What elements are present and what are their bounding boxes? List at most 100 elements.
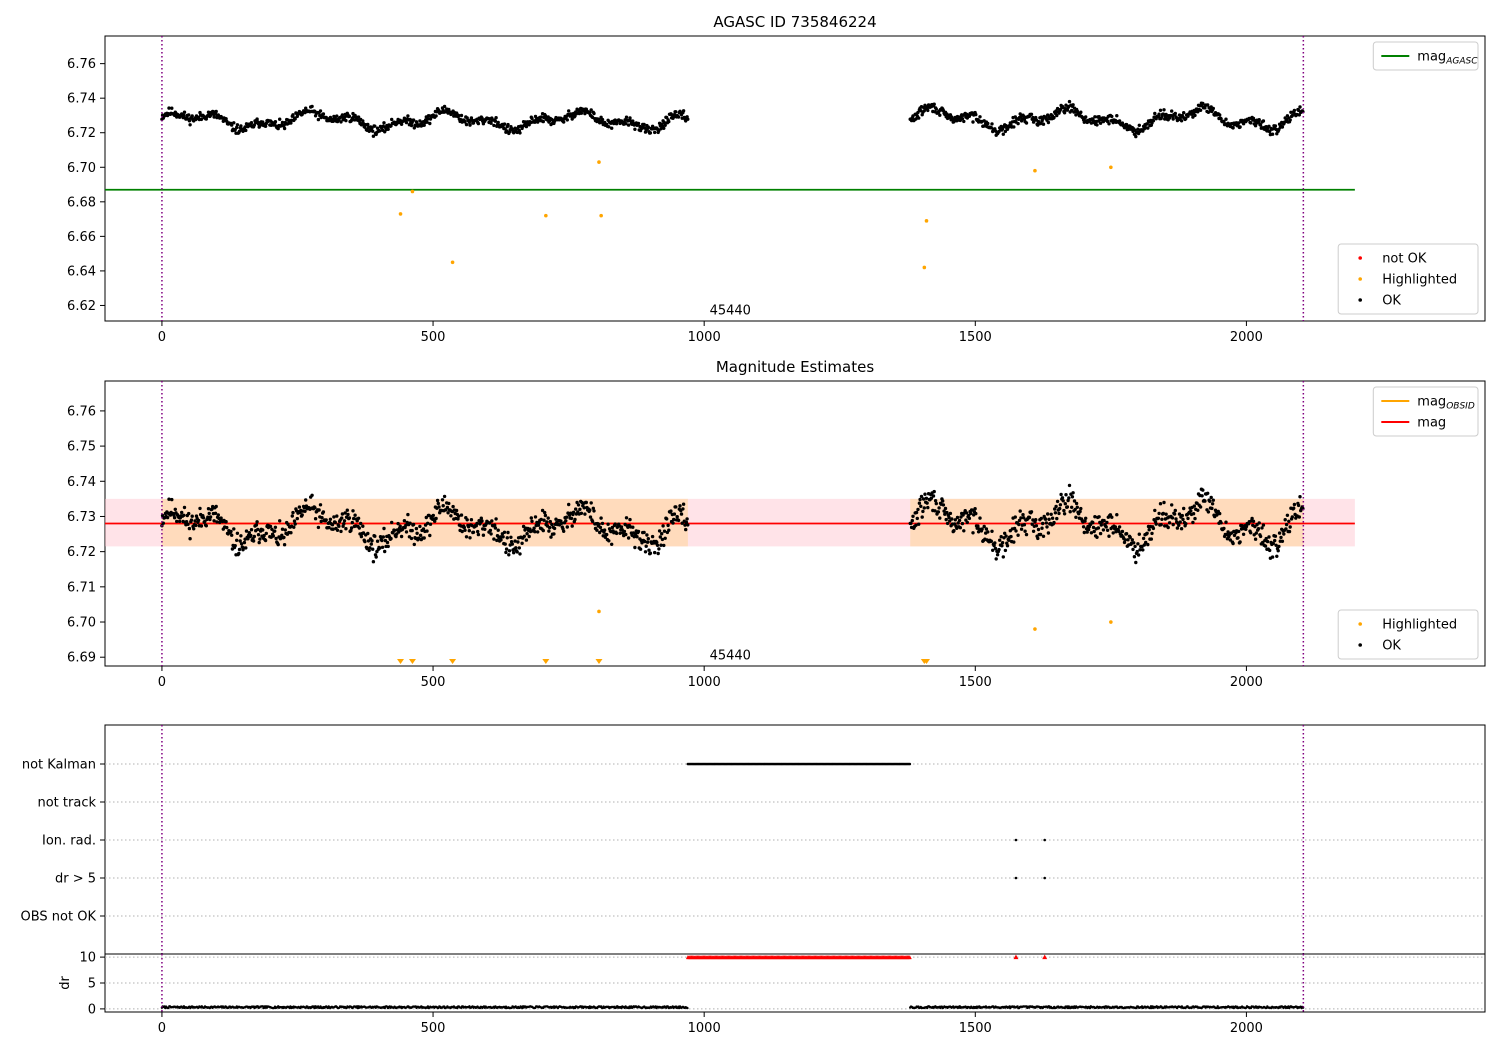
ok-point — [254, 523, 259, 527]
ok-point — [1019, 516, 1023, 520]
ok-point — [237, 129, 242, 133]
ok-point — [945, 510, 949, 515]
ok-point — [607, 539, 611, 543]
ok-point — [268, 524, 273, 529]
ok-point — [252, 534, 256, 539]
ok-point — [190, 514, 194, 518]
ok-point — [1253, 537, 1258, 541]
ok-point — [663, 123, 667, 128]
ok-point — [1029, 112, 1034, 117]
ok-point — [628, 517, 632, 522]
ok-point — [264, 121, 268, 126]
ok-point — [643, 539, 647, 544]
ok-point — [244, 529, 249, 533]
ok-points — [160, 99, 1305, 139]
ok-point — [1142, 543, 1147, 547]
ok-point — [642, 122, 646, 127]
ok-point — [541, 119, 545, 124]
magnitude-estimates-panel: Magnitude Estimates 0 500 1000 1500 2000 6.69… — [67, 358, 1486, 690]
ok-point — [662, 126, 666, 130]
ok-point — [428, 121, 432, 126]
ok-point — [273, 529, 277, 533]
ok-point — [1039, 516, 1044, 521]
ok-point — [476, 529, 480, 534]
ok-point — [276, 126, 280, 131]
ok-point — [675, 515, 679, 519]
ok-point — [242, 540, 247, 545]
ok-point — [356, 115, 361, 119]
ok-point — [1059, 492, 1063, 497]
ok-point — [965, 520, 969, 525]
ok-point — [657, 547, 661, 551]
ok-point — [356, 516, 361, 520]
ok-point — [1067, 483, 1072, 488]
ok-point — [435, 498, 440, 503]
ok-point — [476, 532, 481, 537]
ok-point — [933, 509, 937, 513]
ok-point — [350, 520, 354, 525]
flag-label: OBS not OK — [21, 910, 97, 925]
ok-point — [494, 517, 498, 521]
ok-point — [588, 515, 593, 519]
ok-point — [512, 551, 516, 555]
p1-legend-top-frame — [1372, 41, 1479, 71]
ok-point — [910, 518, 914, 523]
ok-point — [456, 517, 460, 521]
ok-point — [232, 121, 236, 125]
ok-point — [396, 521, 400, 526]
ok-point — [1060, 496, 1065, 500]
ok-point — [647, 548, 651, 552]
ok-point — [1279, 535, 1283, 540]
ok-point — [339, 120, 343, 124]
ok-point — [1117, 119, 1122, 123]
ok-point — [289, 531, 293, 535]
ok-point — [297, 505, 302, 509]
ok-point — [374, 555, 378, 559]
p1-legend-bottom-handle-1 — [1358, 277, 1362, 281]
ok-point — [214, 109, 218, 114]
ok-point — [249, 528, 254, 532]
ok-point — [592, 509, 596, 513]
ok-point — [1014, 529, 1018, 533]
ok-point — [434, 516, 438, 521]
ok-point — [570, 524, 574, 528]
ok-point — [504, 547, 509, 551]
ok-point — [1107, 534, 1111, 538]
ok-point — [383, 549, 387, 554]
ok-point — [919, 504, 923, 508]
ok-point — [658, 535, 662, 539]
ok-point — [351, 509, 355, 513]
ok-point — [932, 102, 936, 106]
ok-point — [504, 129, 509, 133]
ok-point — [1079, 506, 1083, 511]
ok-point — [565, 525, 569, 529]
ok-point — [1292, 108, 1297, 113]
ok-point — [502, 530, 507, 534]
ok-point — [369, 542, 373, 546]
p2-xtick-label-1000: 1000 — [688, 675, 721, 690]
ok-point — [944, 517, 948, 522]
ok-point — [1270, 555, 1275, 559]
ok-point — [1297, 515, 1302, 519]
ok-point — [598, 530, 602, 535]
ok-point — [349, 528, 353, 533]
ok-point — [614, 531, 619, 536]
ok-point — [256, 527, 260, 532]
ok-point — [1251, 519, 1256, 523]
ok-point — [603, 535, 607, 539]
ok-point — [408, 521, 412, 525]
ok-point — [1003, 129, 1008, 134]
ok-point — [1124, 532, 1129, 536]
ok-point — [659, 127, 663, 131]
ok-point — [1145, 531, 1149, 535]
ok-point — [385, 540, 390, 545]
ok-point — [1298, 105, 1302, 109]
ok-point — [1036, 536, 1040, 541]
ok-point — [483, 527, 487, 531]
flag-point — [1043, 876, 1047, 880]
ok-point — [1283, 518, 1287, 522]
ok-point — [986, 530, 990, 534]
ok-point — [238, 539, 242, 543]
ok-point — [1120, 529, 1125, 534]
ok-point — [1041, 122, 1046, 126]
